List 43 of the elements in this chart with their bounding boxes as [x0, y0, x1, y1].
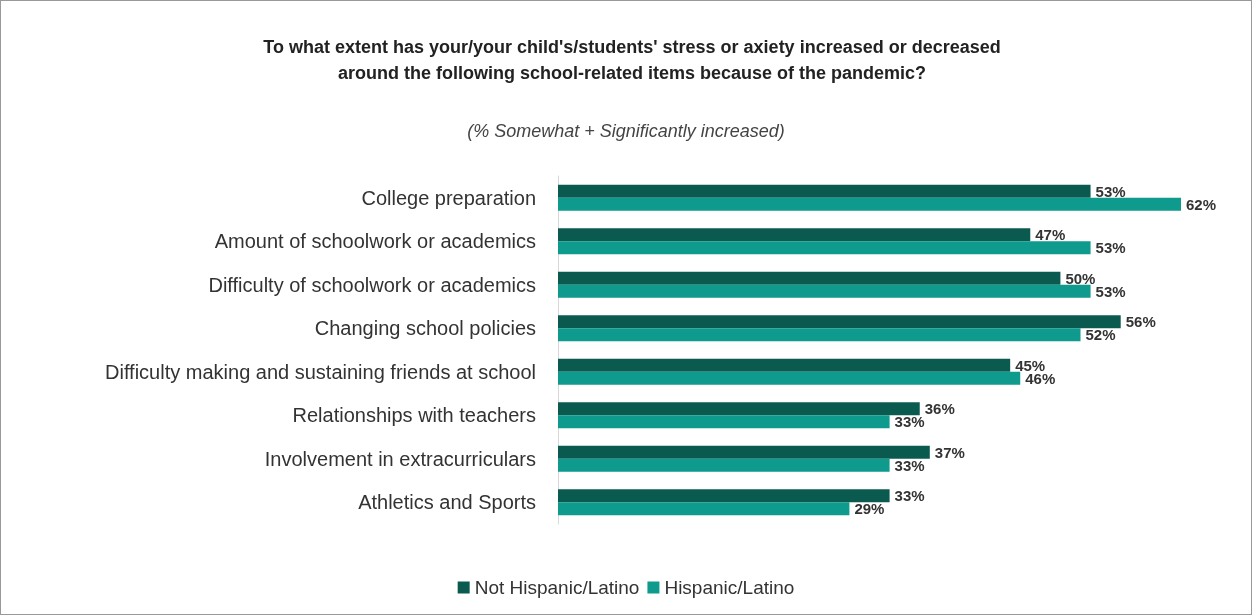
data-label: 50%: [1065, 269, 1096, 287]
bar: [558, 402, 920, 416]
data-label: 53%: [1095, 182, 1126, 200]
y-tick-label: Difficulty of schoolwork or academics: [208, 273, 536, 296]
bar: [558, 328, 1081, 342]
data-label: 36%: [924, 400, 955, 418]
y-tick-label: Difficulty making and sustaining friends at school: [105, 360, 536, 383]
bar: [558, 415, 890, 429]
chart-title: To what extent has your/your child's/students' stress or axiety increased or decreased around the following school-related items because of the pandemic?: [263, 37, 1001, 83]
data-label: 29%: [854, 500, 885, 518]
data-label: 53%: [1095, 239, 1126, 257]
y-tick-label: College preparation: [361, 186, 536, 209]
chart-subtitle: (% Somewhat + Significantly increased): [467, 121, 785, 141]
y-tick-label: Changing school policies: [314, 317, 536, 340]
bar: [558, 458, 890, 472]
y-tick-label: Relationships with teachers: [292, 404, 536, 427]
bar: [558, 284, 1091, 298]
data-label: 47%: [1035, 226, 1066, 244]
legend-label: Not Hispanic/Latino: [474, 577, 640, 598]
y-tick-label: Athletics and Sports: [358, 491, 536, 514]
bar: [558, 184, 1091, 198]
bar: [558, 197, 1181, 211]
bar: [558, 358, 1011, 372]
y-tick-label: Involvement in extracurriculars: [264, 447, 536, 470]
bar: [558, 241, 1091, 255]
data-label: 62%: [1186, 195, 1217, 213]
bar: [558, 371, 1021, 385]
data-label: 56%: [1125, 313, 1156, 331]
data-label: 33%: [894, 487, 925, 505]
data-label: 45%: [1015, 356, 1046, 374]
bar: [558, 445, 930, 459]
data-label: 37%: [934, 443, 965, 461]
bar: [558, 502, 850, 516]
y-tick-label: Amount of schoolwork or academics: [214, 230, 536, 253]
data-label: 33%: [894, 456, 925, 474]
bar: [558, 228, 1031, 242]
data-label: 52%: [1085, 326, 1116, 344]
bar: [558, 489, 890, 503]
bar: [558, 271, 1061, 285]
data-label: 53%: [1095, 282, 1126, 300]
legend-label: Hispanic/Latino: [664, 577, 795, 598]
data-label: 33%: [894, 413, 925, 431]
bar: [558, 315, 1121, 329]
